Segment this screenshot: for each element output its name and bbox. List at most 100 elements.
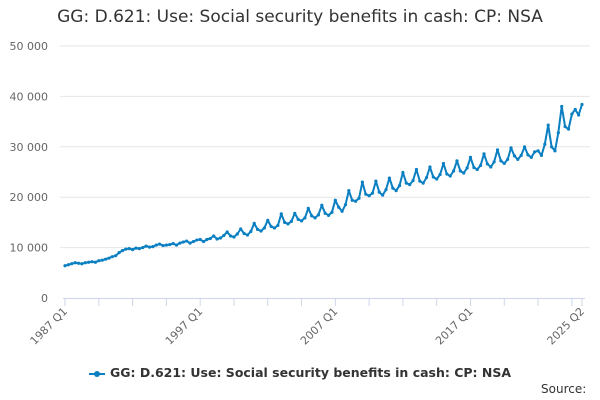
data-point	[526, 153, 530, 157]
data-point	[577, 113, 581, 117]
data-point	[519, 153, 523, 157]
data-point	[201, 239, 206, 244]
data-point	[73, 261, 77, 265]
data-point	[239, 227, 243, 231]
data-point	[431, 175, 435, 179]
data-point	[397, 184, 402, 188]
data-point	[276, 223, 280, 228]
data-point	[252, 221, 256, 226]
data-point	[158, 242, 162, 246]
data-point	[168, 242, 172, 247]
data-point	[394, 189, 398, 193]
data-point	[316, 213, 321, 217]
data-point	[458, 169, 462, 173]
data-point	[354, 199, 358, 203]
data-point	[482, 152, 486, 156]
series-line	[64, 104, 583, 267]
x-tick-label: 2017 Q1	[433, 305, 476, 348]
data-point	[161, 243, 165, 248]
data-point	[313, 216, 317, 220]
data-point	[245, 233, 250, 237]
data-point	[387, 176, 391, 180]
data-point	[97, 259, 101, 263]
data-point	[259, 229, 263, 233]
data-point	[462, 171, 466, 175]
data-point	[401, 170, 405, 175]
data-point	[144, 244, 148, 248]
data-point	[272, 226, 277, 230]
data-point	[195, 238, 199, 242]
data-point	[424, 175, 429, 180]
data-point	[495, 148, 500, 152]
data-point	[171, 241, 175, 246]
data-point	[100, 258, 104, 262]
data-point	[228, 234, 233, 238]
data-point	[310, 214, 314, 218]
y-tick-label: 50 000	[10, 40, 49, 53]
data-point	[539, 153, 544, 157]
data-point	[127, 247, 131, 251]
data-point	[340, 209, 344, 213]
data-point	[114, 254, 118, 258]
data-point	[421, 181, 425, 185]
data-point	[83, 261, 87, 265]
data-point	[448, 174, 452, 178]
data-point	[347, 189, 351, 193]
data-point	[249, 229, 253, 234]
data-point	[391, 186, 395, 190]
data-point	[296, 217, 300, 221]
data-point	[76, 261, 81, 265]
data-point	[137, 247, 141, 251]
y-tick-label: 30 000	[10, 141, 49, 154]
data-point	[441, 161, 446, 166]
data-point	[435, 177, 439, 181]
data-point	[208, 236, 212, 241]
data-point	[299, 219, 304, 223]
data-point	[151, 244, 155, 249]
data-point	[87, 260, 91, 264]
data-point	[90, 260, 94, 264]
data-point	[560, 104, 564, 109]
data-point	[130, 248, 135, 252]
x-tick-label: 1997 Q1	[163, 305, 206, 348]
data-point	[556, 131, 560, 135]
data-point	[468, 155, 473, 159]
data-point	[63, 264, 67, 268]
data-point	[212, 234, 216, 238]
data-point	[533, 150, 537, 154]
data-point	[218, 236, 223, 240]
data-point	[502, 161, 506, 166]
data-point	[188, 241, 192, 245]
data-point	[154, 243, 158, 247]
data-point	[147, 245, 152, 249]
data-point	[384, 188, 388, 192]
data-point	[66, 263, 70, 267]
data-point	[563, 125, 567, 129]
data-point	[303, 216, 307, 220]
data-point	[330, 210, 334, 214]
source-label: Source:	[541, 382, 587, 396]
data-point	[198, 237, 202, 242]
data-point	[178, 241, 182, 245]
data-point	[506, 157, 510, 161]
data-point	[455, 159, 459, 163]
data-point	[516, 157, 520, 161]
legend-item[interactable]: GG: D.621: Use: Social security benefits…	[0, 365, 600, 380]
data-point	[164, 243, 168, 247]
data-point	[364, 192, 368, 196]
data-point	[242, 231, 246, 236]
data-point	[536, 149, 540, 153]
x-tick-label: 2025 Q2	[545, 305, 588, 348]
data-point	[529, 155, 533, 159]
data-point	[262, 226, 266, 230]
data-point	[485, 162, 489, 166]
data-point	[414, 167, 419, 172]
data-point	[320, 203, 324, 207]
data-point	[333, 198, 337, 202]
data-point	[269, 224, 273, 229]
data-point	[323, 211, 327, 215]
data-point	[428, 165, 432, 169]
data-point	[546, 123, 550, 127]
data-point	[512, 154, 517, 158]
